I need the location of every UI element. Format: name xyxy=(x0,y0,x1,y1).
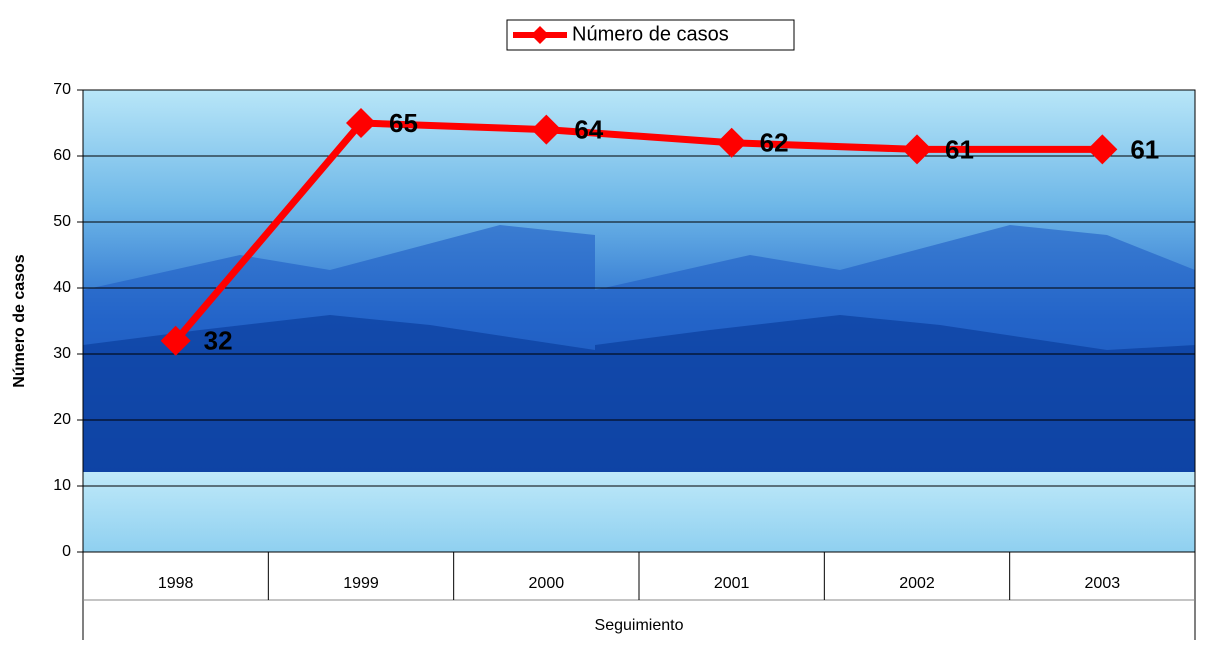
y-tick-label: 50 xyxy=(53,213,71,230)
x-tick-label: 2002 xyxy=(899,575,935,592)
legend: Número de casos xyxy=(506,19,795,51)
marker xyxy=(1087,134,1118,165)
data-label: 62 xyxy=(760,128,789,158)
series-line xyxy=(173,119,1103,344)
y-tick-label: 60 xyxy=(53,147,71,164)
y-tick-label: 70 xyxy=(53,81,71,98)
x-tick-label: 1998 xyxy=(158,575,194,592)
marker xyxy=(902,134,932,165)
y-tick-label: 20 xyxy=(53,411,71,428)
data-label: 61 xyxy=(1130,134,1159,164)
data-label: 61 xyxy=(945,134,974,164)
data-label: 64 xyxy=(574,114,603,144)
marker xyxy=(716,127,747,158)
marker xyxy=(531,114,562,145)
x-tick-label: 2003 xyxy=(1085,575,1121,592)
y-tick-label: 10 xyxy=(53,477,71,494)
x-tick-label: 2001 xyxy=(714,575,750,592)
y-tick-label: 40 xyxy=(53,279,71,296)
y-tick-label: 30 xyxy=(53,345,71,362)
marker xyxy=(346,108,376,138)
plot-background xyxy=(83,90,1195,552)
x-tick-label: 2000 xyxy=(529,575,565,592)
x-axis-label: Seguimiento xyxy=(595,617,684,634)
y-tick-label: 0 xyxy=(62,543,71,560)
x-tick-label: 1999 xyxy=(343,575,379,592)
y-axis-label: Número de casos xyxy=(11,254,28,387)
data-label: 65 xyxy=(389,108,418,138)
legend-label: Número de casos xyxy=(572,23,729,45)
marker xyxy=(160,325,191,356)
data-label: 32 xyxy=(204,326,233,356)
